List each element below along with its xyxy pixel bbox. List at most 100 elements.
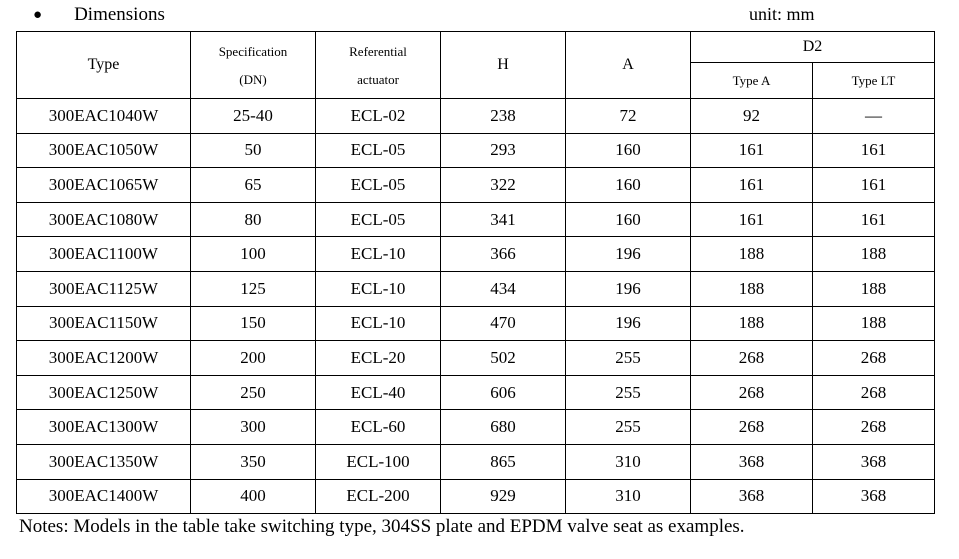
cell-h: 341 bbox=[440, 201, 566, 238]
table-header: Type Specification (DN) Referential actu… bbox=[16, 31, 935, 99]
cell-d2-type-a: 268 bbox=[690, 409, 813, 445]
table-row: 300EAC1040W 25-40 ECL-02 238 72 92— bbox=[16, 98, 935, 134]
cell-a: 160 bbox=[565, 201, 691, 238]
cell-d2-type-lt: 368 bbox=[812, 443, 935, 480]
cell-d2-type-a: 188 bbox=[690, 270, 813, 307]
cell-d2-type-a: 268 bbox=[690, 340, 813, 376]
col-header-h: H bbox=[440, 31, 566, 99]
cell-d2-type-lt: — bbox=[812, 98, 935, 134]
cell-a: 160 bbox=[565, 132, 691, 169]
cell-referential-actuator: ECL-10 bbox=[315, 236, 441, 272]
cell-referential-actuator: ECL-05 bbox=[315, 167, 441, 203]
cell-a: 255 bbox=[565, 409, 691, 445]
col-header-specification-dn: Specification (DN) bbox=[190, 31, 316, 99]
cell-d2-type-lt: 188 bbox=[812, 270, 935, 307]
cell-referential-actuator: ECL-60 bbox=[315, 409, 441, 445]
cell-a: 255 bbox=[565, 340, 691, 376]
cell-specification-dn: 300 bbox=[190, 409, 316, 445]
table-row: 300EAC1100W 100 ECL-10 366 196 188 188 bbox=[16, 236, 935, 272]
unit-label: unit: mm bbox=[749, 4, 815, 24]
cell-specification-dn: 25-40 bbox=[190, 98, 316, 134]
header-row-1: Type Specification (DN) Referential actu… bbox=[16, 31, 935, 99]
table-row: 300EAC1350W 350 ECL-100 865 310 368 368 bbox=[16, 443, 935, 480]
table-row: 300EAC1150W 150 ECL-10 470 196 188 188 bbox=[16, 305, 935, 342]
cell-referential-actuator: ECL-05 bbox=[315, 132, 441, 169]
cell-referential-actuator: ECL-10 bbox=[315, 305, 441, 342]
cell-h: 470 bbox=[440, 305, 566, 342]
bullet-icon: ● bbox=[33, 6, 43, 23]
cell-h: 293 bbox=[440, 132, 566, 169]
cell-type: 300EAC1300W bbox=[16, 409, 191, 445]
table-row: 300EAC1400W 400 ECL-200 929 310 368 368 bbox=[16, 478, 935, 515]
col-header-actuator-lines: Referential actuator bbox=[317, 43, 440, 87]
dimensions-table: Type Specification (DN) Referential actu… bbox=[16, 31, 935, 515]
section-title: Dimensions bbox=[74, 4, 165, 25]
cell-h: 434 bbox=[440, 270, 566, 307]
cell-referential-actuator: ECL-40 bbox=[315, 374, 441, 411]
cell-type: 300EAC1350W bbox=[16, 443, 191, 480]
col-header-d2-type-lt: Type LT bbox=[812, 62, 935, 99]
col-header-d2: D2 bbox=[690, 31, 935, 63]
cell-specification-dn: 400 bbox=[190, 478, 316, 515]
cell-a: 196 bbox=[565, 305, 691, 342]
header-row-2: Type A Type LT bbox=[17, 62, 935, 99]
table-row: 300EAC1200W 200 ECL-20 502 255 268 268 bbox=[16, 340, 935, 376]
cell-h: 502 bbox=[440, 340, 566, 376]
cell-a: 196 bbox=[565, 236, 691, 272]
cell-a: 196 bbox=[565, 270, 691, 307]
section-title-row: ● Dimensions bbox=[33, 2, 165, 28]
cell-d2-type-lt: 161 bbox=[812, 132, 935, 169]
cell-d2-type-a: 161 bbox=[690, 201, 813, 238]
cell-d2-type-lt: 161 bbox=[812, 167, 935, 203]
cell-referential-actuator: ECL-05 bbox=[315, 201, 441, 238]
cell-d2-type-a: 368 bbox=[690, 443, 813, 480]
cell-type: 300EAC1150W bbox=[16, 305, 191, 342]
table-row: 300EAC1125W 125 ECL-10 434 196 188 188 bbox=[16, 270, 935, 307]
col-header-actuator-line1: Referential bbox=[349, 43, 407, 59]
cell-h: 606 bbox=[440, 374, 566, 411]
cell-h: 929 bbox=[440, 478, 566, 515]
cell-h: 238 bbox=[440, 98, 566, 134]
cell-d2-type-a: 161 bbox=[690, 132, 813, 169]
cell-h: 680 bbox=[440, 409, 566, 445]
cell-d2-type-a: 161 bbox=[690, 167, 813, 203]
table-row: 300EAC1050W 50 ECL-05 293 160 161 161 bbox=[16, 132, 935, 169]
notes-text: Notes: Models in the table take switchin… bbox=[19, 516, 745, 537]
cell-h: 322 bbox=[440, 167, 566, 203]
cell-referential-actuator: ECL-02 bbox=[315, 98, 441, 134]
cell-type: 300EAC1400W bbox=[16, 478, 191, 515]
cell-type: 300EAC1040W bbox=[16, 98, 191, 134]
cell-referential-actuator: ECL-20 bbox=[315, 340, 441, 376]
cell-specification-dn: 350 bbox=[190, 443, 316, 480]
col-header-specification-line2: (DN) bbox=[239, 71, 267, 87]
cell-referential-actuator: ECL-100 bbox=[315, 443, 441, 480]
cell-specification-dn: 250 bbox=[190, 374, 316, 411]
cell-specification-dn: 150 bbox=[190, 305, 316, 342]
cell-type: 300EAC1080W bbox=[16, 201, 191, 238]
col-header-a: A bbox=[565, 31, 691, 99]
cell-h: 865 bbox=[440, 443, 566, 480]
cell-specification-dn: 65 bbox=[190, 167, 316, 203]
col-header-type: Type bbox=[16, 31, 191, 99]
col-header-d2-type-a: Type A bbox=[690, 62, 813, 99]
cell-a: 160 bbox=[565, 167, 691, 203]
cell-d2-type-a: 188 bbox=[690, 236, 813, 272]
col-header-specification-line1: Specification bbox=[218, 43, 288, 59]
cell-specification-dn: 100 bbox=[190, 236, 316, 272]
col-header-specification-lines: Specification (DN) bbox=[192, 43, 315, 87]
table-body: 300EAC1040W 25-40 ECL-02 238 72 92—300EAC1050… bbox=[16, 98, 935, 515]
cell-a: 255 bbox=[565, 374, 691, 411]
cell-referential-actuator: ECL-200 bbox=[315, 478, 441, 515]
table-row: 300EAC1080W 80 ECL-05 341 160 161 161 bbox=[16, 201, 935, 238]
cell-d2-type-lt: 188 bbox=[812, 305, 935, 342]
col-header-actuator-line2: actuator bbox=[357, 71, 399, 87]
cell-h: 366 bbox=[440, 236, 566, 272]
cell-referential-actuator: ECL-10 bbox=[315, 270, 441, 307]
cell-type: 300EAC1200W bbox=[16, 340, 191, 376]
cell-d2-type-lt: 368 bbox=[812, 478, 935, 515]
cell-type: 300EAC1050W bbox=[16, 132, 191, 169]
cell-a: 310 bbox=[565, 478, 691, 515]
cell-type: 300EAC1250W bbox=[16, 374, 191, 411]
cell-d2-type-a: 268 bbox=[690, 374, 813, 411]
